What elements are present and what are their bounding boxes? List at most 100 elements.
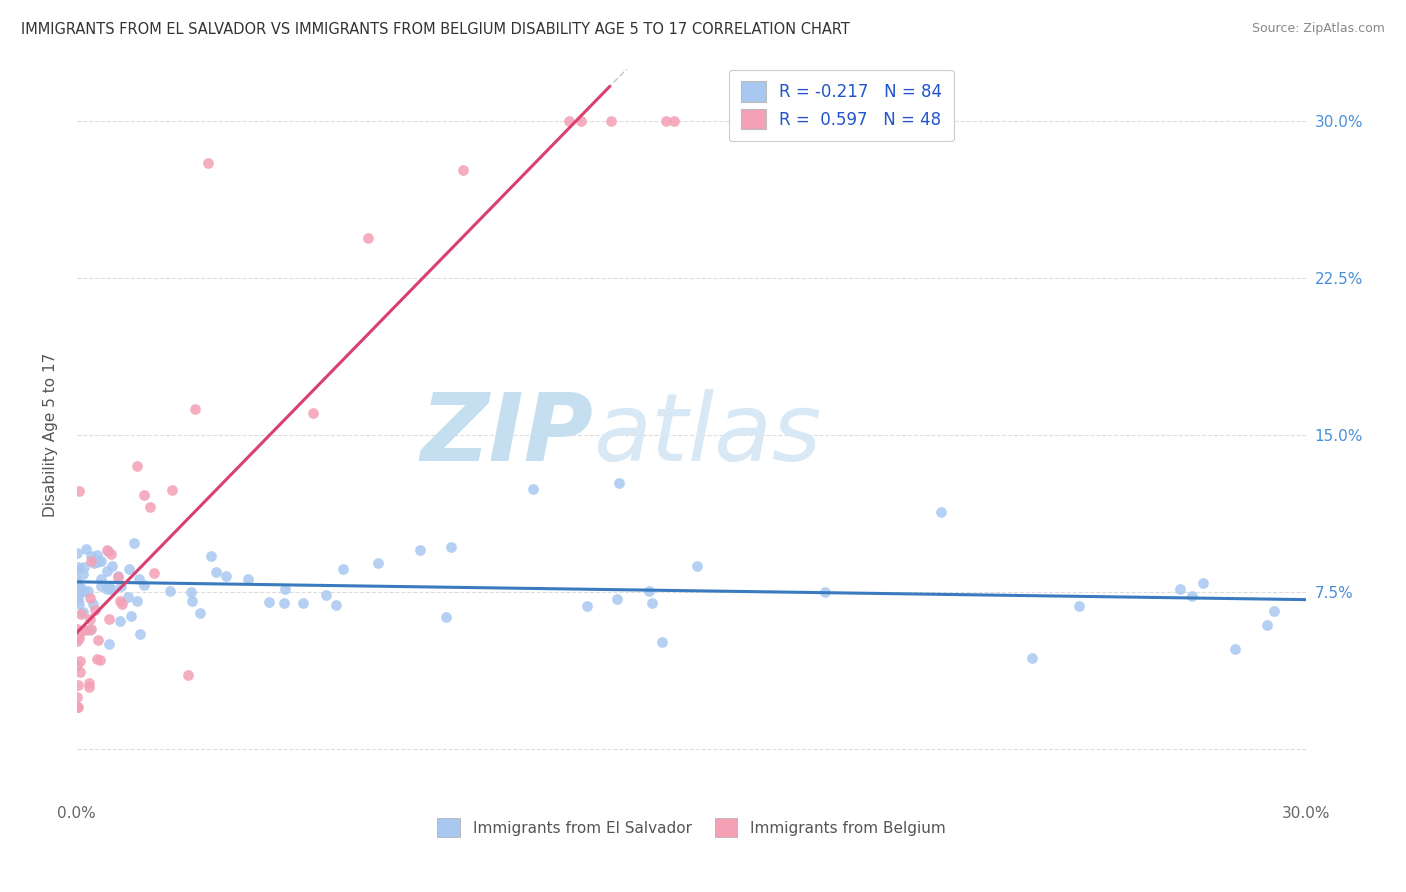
Point [686,558,709,573]
Point [96,542,118,557]
Point [641,596,664,610]
Point [66,699,89,714]
Point [69,665,91,679]
Point [70,607,93,621]
Text: ZIP: ZIP [420,389,593,481]
Point [159,584,181,599]
Point [1021,651,1043,665]
Legend: Immigrants from El Salvador, Immigrants from Belgium: Immigrants from El Salvador, Immigrants … [430,811,953,845]
Point [129,627,152,641]
Point [66,584,89,599]
Point [607,476,630,491]
Point [70,624,93,639]
Point [100,582,122,597]
Point [664,113,686,128]
Point [1181,589,1204,603]
Point [107,569,129,583]
Point [66,579,89,593]
Point [117,590,139,604]
Point [66,592,89,607]
Point [409,543,432,558]
Point [67,678,90,692]
Point [79,549,101,564]
Point [180,585,202,599]
Point [367,556,389,570]
Point [89,554,111,568]
Point [66,563,89,577]
Point [79,554,101,568]
Point [67,597,90,611]
Point [134,488,156,502]
Point [73,584,96,599]
Point [77,680,100,694]
Point [72,567,94,582]
Point [66,546,89,560]
Point [98,612,121,626]
Point [66,575,89,590]
Point [139,500,162,515]
Point [96,582,118,597]
Point [111,597,134,611]
Point [236,573,259,587]
Point [257,595,280,609]
Point [357,231,380,245]
Point [522,482,544,496]
Point [90,554,112,568]
Y-axis label: Disability Age 5 to 17: Disability Age 5 to 17 [44,352,58,516]
Point [80,623,103,637]
Point [434,609,457,624]
Point [90,579,112,593]
Text: IMMIGRANTS FROM EL SALVADOR VS IMMIGRANTS FROM BELGIUM DISABILITY AGE 5 TO 17 CO: IMMIGRANTS FROM EL SALVADOR VS IMMIGRANT… [21,22,851,37]
Point [82,597,104,611]
Point [558,113,581,128]
Point [97,544,120,558]
Point [67,483,90,498]
Point [184,401,207,416]
Point [75,541,97,556]
Point [1256,617,1278,632]
Point [575,599,598,614]
Point [143,566,166,580]
Point [79,612,101,626]
Point [66,560,89,574]
Point [66,633,89,648]
Point [128,572,150,586]
Point [120,608,142,623]
Point [177,668,200,682]
Point [90,572,112,586]
Point [160,483,183,498]
Point [132,578,155,592]
Point [83,603,105,617]
Point [292,596,315,610]
Point [273,582,295,596]
Point [86,555,108,569]
Point [70,581,93,595]
Point [637,583,659,598]
Point [200,549,222,563]
Point [98,580,121,594]
Point [77,676,100,690]
Point [569,113,592,128]
Point [107,570,129,584]
Text: Source: ZipAtlas.com: Source: ZipAtlas.com [1251,22,1385,36]
Point [302,405,325,419]
Point [110,615,132,629]
Point [66,657,89,672]
Point [325,599,347,613]
Point [606,591,628,606]
Point [127,458,149,473]
Point [315,588,337,602]
Point [67,631,90,645]
Point [651,634,673,648]
Point [122,536,145,550]
Point [1225,641,1247,656]
Point [69,654,91,668]
Text: atlas: atlas [593,389,821,480]
Point [72,605,94,619]
Point [83,556,105,570]
Point [451,163,474,178]
Point [66,623,89,637]
Point [66,577,89,591]
Point [66,699,89,714]
Point [125,594,148,608]
